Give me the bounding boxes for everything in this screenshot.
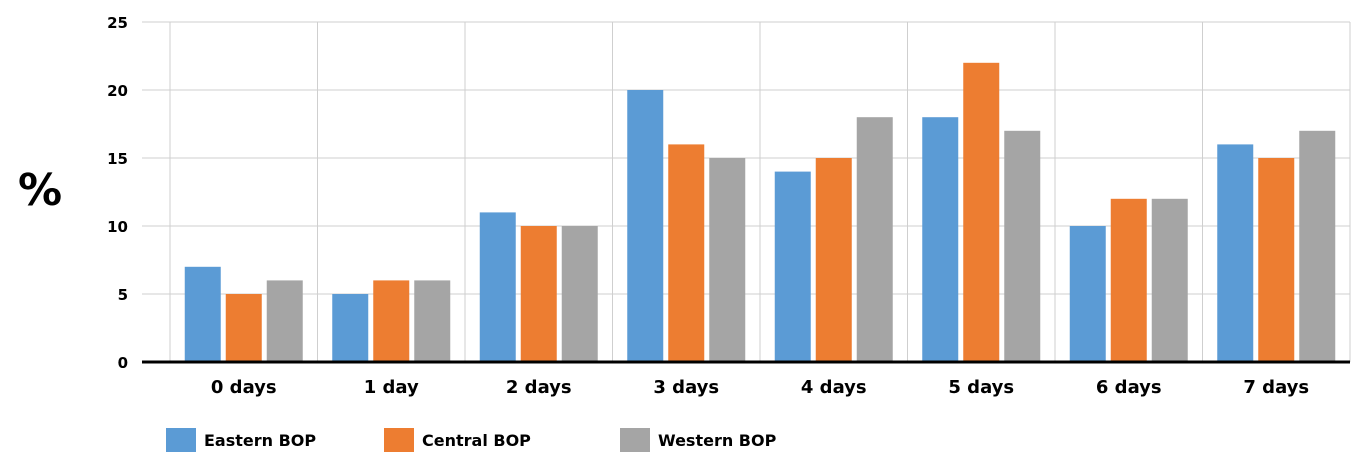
y-tick-label-3: 15 (107, 150, 128, 168)
legend-swatch-0 (166, 428, 196, 452)
bars-group (184, 62, 1336, 363)
x-tick-label-4: 4 days (801, 377, 867, 398)
y-tick-label-5: 25 (107, 14, 128, 32)
bar-western-bop-5 (1004, 130, 1041, 362)
bar-western-bop-7 (1299, 130, 1336, 362)
bar-central-bop-3 (668, 144, 705, 362)
y-axis-label: % (18, 165, 62, 216)
bar-eastern-bop-2 (479, 212, 516, 362)
bar-western-bop-6 (1151, 198, 1188, 362)
bar-central-bop-0 (225, 294, 262, 362)
x-tick-label-7: 7 days (1243, 377, 1309, 398)
x-tick-label-6: 6 days (1096, 377, 1162, 398)
y-tick-label-2: 10 (107, 218, 128, 236)
gridlines (142, 21, 1351, 362)
legend-label-1: Central BOP (422, 431, 531, 450)
bar-central-bop-2 (520, 226, 557, 362)
bar-central-bop-7 (1258, 158, 1295, 362)
bar-central-bop-1 (373, 280, 410, 362)
bar-western-bop-1 (414, 280, 451, 362)
bar-central-bop-6 (1110, 198, 1147, 362)
y-tick-label-1: 5 (118, 286, 128, 304)
bar-central-bop-4 (815, 158, 852, 362)
bar-eastern-bop-4 (774, 171, 811, 362)
y-tick-label-4: 20 (107, 82, 128, 100)
x-tick-label-5: 5 days (948, 377, 1014, 398)
bar-western-bop-2 (561, 226, 598, 362)
bar-eastern-bop-1 (332, 294, 369, 362)
bar-eastern-bop-0 (184, 266, 221, 362)
y-tick-label-0: 0 (118, 354, 128, 372)
legend-label-0: Eastern BOP (204, 431, 316, 450)
x-tick-label-0: 0 days (211, 377, 277, 398)
bar-western-bop-4 (856, 117, 893, 362)
x-tick-labels: 0 days 1 day 2 days 3 days 4 days 5 days 6 day… (211, 377, 1309, 398)
bar-western-bop-3 (709, 158, 746, 362)
legend-swatch-1 (384, 428, 414, 452)
bar-eastern-bop-5 (922, 117, 959, 362)
bar-eastern-bop-7 (1217, 144, 1254, 362)
x-tick-label-2: 2 days (506, 377, 572, 398)
legend-label-2: Western BOP (658, 431, 777, 450)
x-tick-label-3: 3 days (653, 377, 719, 398)
x-tick-label-1: 1 day (364, 377, 419, 398)
bar-central-bop-5 (963, 62, 1000, 363)
bar-eastern-bop-3 (627, 90, 664, 362)
y-tick-labels: 0 5 10 15 20 25 (107, 14, 128, 372)
legend-swatch-2 (620, 428, 650, 452)
legend: Eastern BOP Central BOP Western BOP (166, 428, 777, 452)
bar-eastern-bop-6 (1069, 226, 1106, 362)
bar-western-bop-0 (266, 280, 303, 362)
